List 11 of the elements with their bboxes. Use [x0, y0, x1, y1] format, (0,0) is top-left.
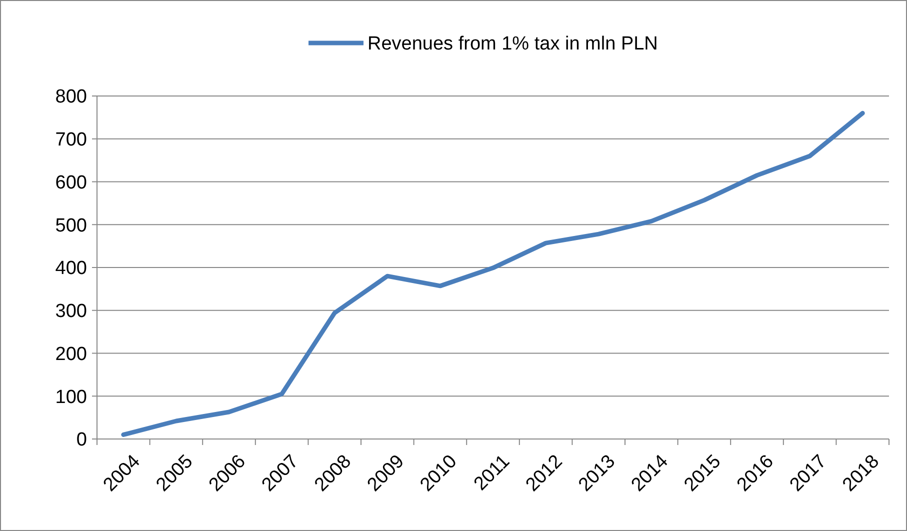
- y-tick-label: 0: [76, 430, 87, 451]
- y-tick-label: 800: [55, 86, 87, 108]
- y-tick-label: 600: [55, 172, 87, 194]
- y-tick-label: 200: [55, 344, 87, 365]
- y-tick-label: 100: [55, 386, 87, 408]
- y-tick-label: 300: [55, 301, 87, 322]
- y-tick-label: 500: [55, 215, 87, 236]
- y-tick-label: 400: [55, 258, 87, 280]
- legend-label: Revenues from 1% tax in mln PLN: [368, 34, 658, 55]
- line-series: [121, 110, 865, 437]
- y-tick-label: 700: [55, 130, 87, 151]
